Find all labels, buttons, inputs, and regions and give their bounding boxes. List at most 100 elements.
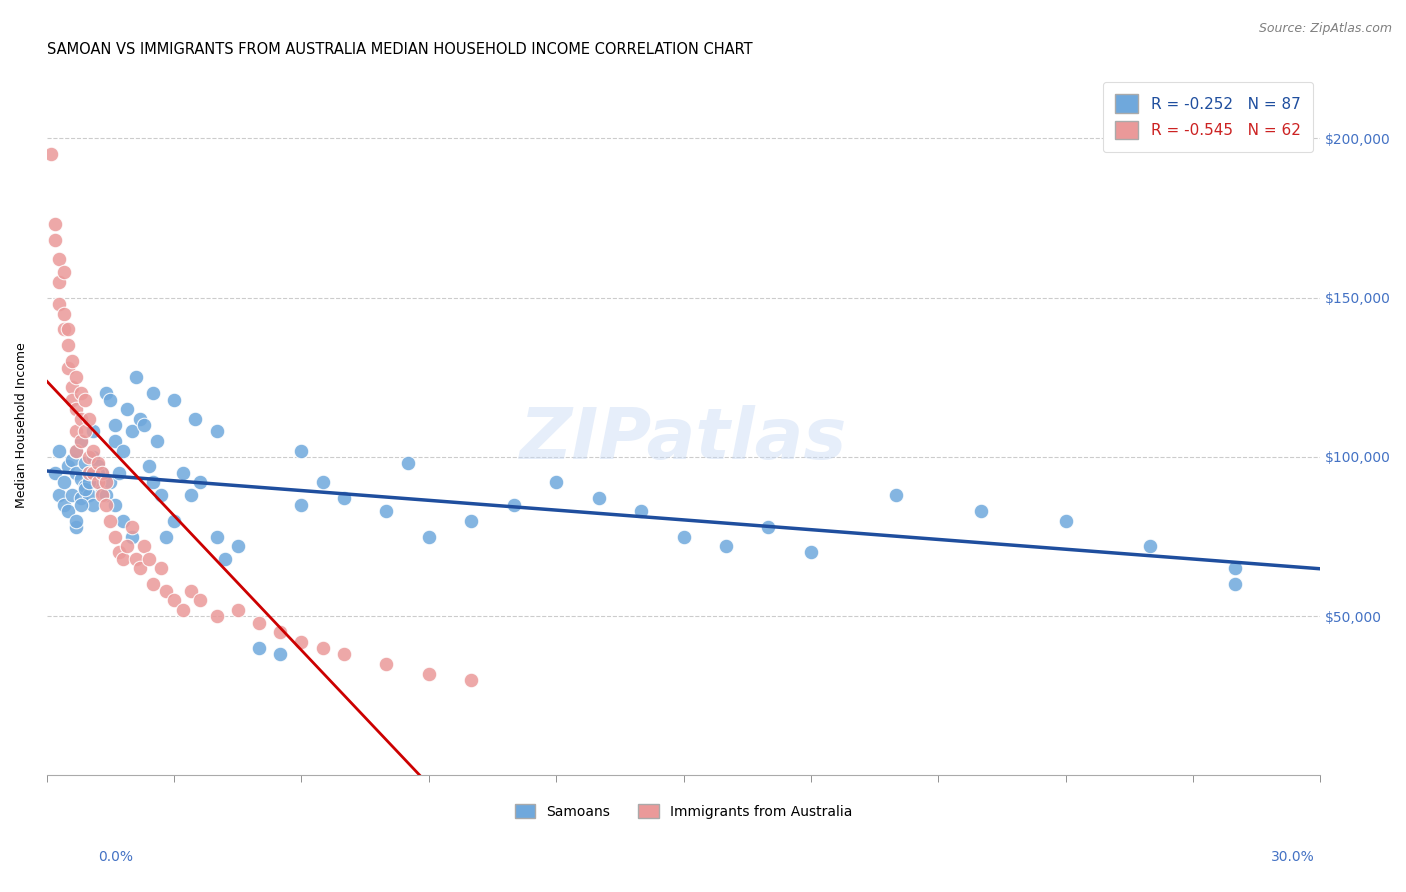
Point xyxy=(91,466,114,480)
Point xyxy=(588,491,610,506)
Point xyxy=(163,514,186,528)
Point xyxy=(86,466,108,480)
Point xyxy=(65,520,87,534)
Point xyxy=(546,475,568,490)
Text: Source: ZipAtlas.com: Source: ZipAtlas.com xyxy=(1258,22,1392,36)
Point xyxy=(60,354,83,368)
Point xyxy=(112,443,135,458)
Point xyxy=(77,466,100,480)
Point xyxy=(104,530,127,544)
Point xyxy=(460,673,482,687)
Point xyxy=(884,488,907,502)
Point xyxy=(226,539,249,553)
Point xyxy=(91,466,114,480)
Point xyxy=(73,392,96,407)
Point xyxy=(44,466,66,480)
Point xyxy=(60,392,83,407)
Point xyxy=(226,603,249,617)
Text: 0.0%: 0.0% xyxy=(98,850,134,863)
Point xyxy=(117,539,139,553)
Point xyxy=(205,425,228,439)
Point xyxy=(138,459,160,474)
Point xyxy=(375,504,398,518)
Point xyxy=(77,475,100,490)
Point xyxy=(108,466,131,480)
Point xyxy=(129,411,152,425)
Point xyxy=(77,466,100,480)
Point xyxy=(52,475,75,490)
Point xyxy=(396,456,419,470)
Point xyxy=(48,297,70,311)
Point xyxy=(205,609,228,624)
Point xyxy=(150,561,173,575)
Point xyxy=(73,478,96,492)
Point xyxy=(180,583,202,598)
Point xyxy=(77,411,100,425)
Point xyxy=(100,475,122,490)
Point xyxy=(969,504,991,518)
Point xyxy=(65,370,87,384)
Point xyxy=(69,434,91,448)
Point xyxy=(73,425,96,439)
Point xyxy=(60,488,83,502)
Point xyxy=(460,514,482,528)
Point xyxy=(39,147,62,161)
Point xyxy=(48,488,70,502)
Point xyxy=(163,392,186,407)
Point xyxy=(163,593,186,607)
Point xyxy=(104,434,127,448)
Text: 30.0%: 30.0% xyxy=(1271,850,1315,863)
Point xyxy=(142,386,165,401)
Point xyxy=(112,552,135,566)
Point xyxy=(800,545,823,559)
Point xyxy=(82,450,104,464)
Point xyxy=(172,466,194,480)
Point xyxy=(125,552,148,566)
Point xyxy=(312,475,335,490)
Point xyxy=(247,641,270,656)
Point xyxy=(1139,539,1161,553)
Point xyxy=(69,434,91,448)
Point xyxy=(69,498,91,512)
Point xyxy=(52,306,75,320)
Point xyxy=(112,514,135,528)
Point xyxy=(52,498,75,512)
Point xyxy=(502,498,524,512)
Point xyxy=(96,475,118,490)
Point xyxy=(69,472,91,486)
Point xyxy=(134,417,156,432)
Point xyxy=(56,322,79,336)
Point xyxy=(69,491,91,506)
Point xyxy=(129,561,152,575)
Point xyxy=(121,425,143,439)
Point xyxy=(672,530,695,544)
Point xyxy=(91,488,114,502)
Point xyxy=(155,530,177,544)
Point xyxy=(82,425,104,439)
Point xyxy=(96,488,118,502)
Point xyxy=(48,275,70,289)
Point xyxy=(150,488,173,502)
Point xyxy=(86,475,108,490)
Point xyxy=(96,498,118,512)
Point xyxy=(333,491,356,506)
Point xyxy=(333,648,356,662)
Point xyxy=(1225,577,1247,591)
Point xyxy=(77,450,100,464)
Point xyxy=(121,520,143,534)
Point xyxy=(188,475,211,490)
Point xyxy=(155,583,177,598)
Point xyxy=(73,456,96,470)
Point xyxy=(117,402,139,417)
Point xyxy=(108,545,131,559)
Point xyxy=(188,593,211,607)
Point xyxy=(56,338,79,352)
Point xyxy=(290,443,312,458)
Point xyxy=(60,380,83,394)
Point xyxy=(1225,561,1247,575)
Point xyxy=(146,434,169,448)
Point xyxy=(714,539,737,553)
Point xyxy=(86,459,108,474)
Point xyxy=(48,443,70,458)
Point xyxy=(56,504,79,518)
